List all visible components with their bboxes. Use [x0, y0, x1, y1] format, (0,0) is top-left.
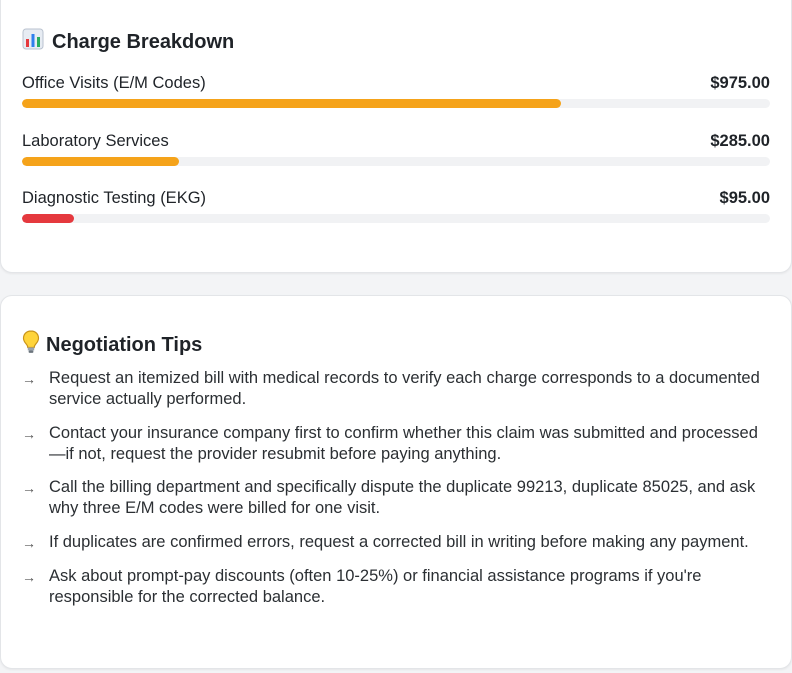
charge-breakdown-card: Charge Breakdown Office Visits (E/M Code… — [0, 0, 792, 273]
charge-amount: $285.00 — [710, 132, 770, 150]
arrow-right-icon: → — [22, 371, 36, 387]
charge-amount: $975.00 — [710, 74, 770, 92]
charge-bar-track — [22, 214, 770, 223]
list-item: → If duplicates are confirmed errors, re… — [22, 532, 772, 554]
tip-text: Ask about prompt-pay discounts (often 10… — [49, 567, 702, 606]
list-item: → Request an itemized bill with medical … — [22, 368, 772, 410]
charge-bar-fill — [22, 214, 75, 223]
tip-text: Request an itemized bill with medical re… — [49, 369, 760, 408]
tip-text: Call the billing department and specific… — [49, 478, 756, 517]
tip-text: Contact your insurance company first to … — [49, 423, 758, 463]
arrow-right-icon: → — [22, 425, 36, 442]
charge-breakdown-title: Charge Breakdown — [52, 30, 235, 53]
charge-bar-fill — [22, 99, 561, 108]
charge-label: Laboratory Services — [22, 132, 169, 150]
charge-bar-fill — [22, 157, 180, 166]
charge-bar-track — [22, 99, 770, 108]
list-item: → Ask about prompt-pay discounts (often … — [22, 566, 772, 608]
charge-bar-track — [22, 157, 770, 166]
charge-breakdown-heading: Charge Breakdown — [22, 28, 234, 56]
tip-text: If duplicates are confirmed errors, requ… — [49, 532, 749, 551]
charge-label: Diagnostic Testing (EKG) — [22, 189, 207, 207]
charge-item-office-visits: Office Visits (E/M Codes) $975.00 — [22, 73, 770, 108]
negotiation-tips-heading: Negotiation Tips — [22, 330, 202, 360]
list-item: → Contact your insurance company first t… — [22, 423, 772, 465]
tips-list: → Request an itemized bill with medical … — [22, 368, 772, 621]
arrow-right-icon: → — [22, 480, 36, 496]
arrow-right-icon: → — [22, 569, 36, 585]
charge-amount: $95.00 — [719, 189, 770, 207]
arrow-right-icon: → — [22, 534, 36, 551]
lightbulb-icon — [22, 330, 40, 360]
charge-label: Office Visits (E/M Codes) — [22, 74, 206, 92]
charge-item-laboratory: Laboratory Services $285.00 — [22, 131, 770, 166]
bar-chart-icon — [22, 28, 44, 56]
negotiation-tips-title: Negotiation Tips — [46, 333, 203, 356]
negotiation-tips-card: Negotiation Tips → Request an itemized b… — [0, 295, 792, 669]
charge-item-diagnostic-testing: Diagnostic Testing (EKG) $95.00 — [22, 188, 770, 223]
list-item: → Call the billing department and specif… — [22, 477, 772, 519]
